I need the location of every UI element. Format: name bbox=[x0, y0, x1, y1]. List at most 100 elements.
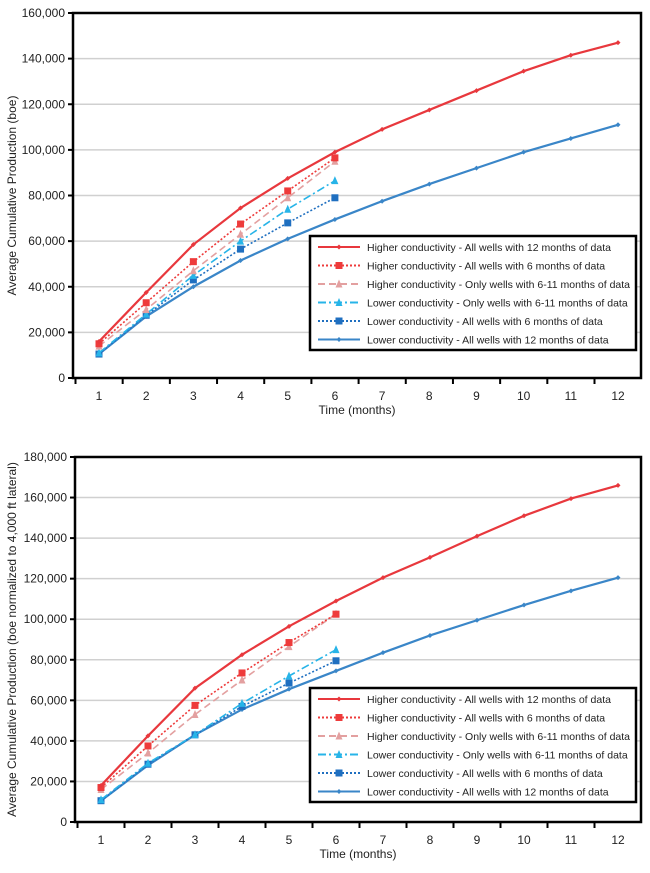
series bbox=[95, 156, 339, 350]
y-tick-label: 120,000 bbox=[22, 97, 66, 111]
y-tick-label: 180,000 bbox=[24, 450, 68, 464]
data-point bbox=[189, 276, 197, 284]
x-tick-label: 7 bbox=[379, 389, 386, 403]
data-point bbox=[238, 675, 246, 684]
data-point bbox=[380, 575, 386, 581]
y-tick-label: 40,000 bbox=[30, 734, 67, 748]
data-point bbox=[97, 795, 105, 804]
y-tick-label: 100,000 bbox=[22, 143, 66, 157]
y-tick-label: 20,000 bbox=[30, 774, 67, 788]
plot-frame bbox=[73, 455, 643, 824]
legend-label: Higher conductivity - Only wells with 6-… bbox=[367, 731, 630, 743]
x-tick-label: 4 bbox=[239, 833, 246, 847]
data-point bbox=[285, 236, 291, 242]
series-line bbox=[100, 613, 337, 789]
data-point bbox=[521, 149, 527, 155]
x-tick-label: 1 bbox=[98, 833, 105, 847]
legend-label: Lower conductivity - Only wells with 6-1… bbox=[367, 298, 628, 310]
data-point bbox=[237, 220, 245, 228]
y-tick-label: 80,000 bbox=[30, 653, 67, 667]
plot-frame bbox=[71, 11, 643, 380]
data-point bbox=[284, 219, 292, 227]
data-point bbox=[98, 783, 104, 788]
data-point bbox=[96, 339, 102, 344]
series-line bbox=[98, 197, 336, 355]
y-tick-label: 100,000 bbox=[24, 612, 68, 626]
series-line bbox=[98, 179, 336, 354]
x-tick-label: 9 bbox=[474, 833, 481, 847]
data-point bbox=[145, 733, 151, 739]
data-point bbox=[284, 187, 292, 195]
data-point bbox=[238, 669, 246, 677]
data-point bbox=[473, 88, 479, 94]
data-point bbox=[189, 266, 197, 275]
data-point bbox=[238, 258, 244, 264]
data-point bbox=[285, 642, 293, 651]
data-point bbox=[285, 175, 291, 181]
legend-label: Higher conductivity - All wells with 6 m… bbox=[367, 713, 605, 725]
data-point bbox=[474, 533, 480, 539]
data-point bbox=[144, 758, 152, 767]
legend-marker bbox=[335, 279, 343, 288]
data-point bbox=[237, 236, 245, 245]
data-point bbox=[189, 270, 197, 279]
y-axis-label: Average Cumulative Production (boe norma… bbox=[5, 462, 19, 817]
legend-marker bbox=[335, 317, 343, 325]
legend-marker bbox=[336, 244, 342, 250]
legend-label: Higher conductivity - All wells with 6 m… bbox=[367, 261, 605, 273]
series bbox=[95, 176, 339, 357]
chart-2: 0 20,000 40,000 60,000 80,000 100,000 120,000 1… bbox=[5, 450, 643, 861]
series-line bbox=[100, 613, 337, 791]
data-point bbox=[331, 194, 339, 202]
chart-1: 0 20,000 40,000 60,000 80,000 100,000 120,000 1… bbox=[5, 6, 643, 417]
legend-label: Lower conductivity - All wells with 12 m… bbox=[367, 787, 609, 799]
legend-marker bbox=[335, 731, 343, 740]
x-tick-label: 10 bbox=[517, 833, 531, 847]
data-point bbox=[568, 496, 574, 502]
data-point bbox=[615, 482, 621, 488]
x-tick-label: 3 bbox=[190, 389, 197, 403]
legend-marker bbox=[336, 696, 342, 702]
data-point bbox=[474, 617, 480, 623]
x-tick-label: 8 bbox=[426, 389, 433, 403]
legend-marker bbox=[335, 298, 343, 306]
x-tick-label: 5 bbox=[286, 833, 293, 847]
data-point bbox=[380, 650, 386, 656]
data-point bbox=[615, 40, 621, 46]
y-tick-label: 160,000 bbox=[24, 491, 68, 505]
data-point bbox=[192, 685, 198, 691]
legend-marker bbox=[335, 769, 343, 777]
legend: Higher conductivity - All wells with 12 … bbox=[308, 234, 638, 352]
legend-marker bbox=[336, 337, 342, 342]
series-line bbox=[98, 160, 336, 347]
legend-label: Lower conductivity - Only wells with 6-1… bbox=[367, 750, 628, 762]
data-point bbox=[615, 575, 621, 581]
data-point bbox=[238, 205, 244, 211]
series bbox=[97, 609, 340, 794]
data-point bbox=[332, 149, 338, 155]
data-point bbox=[332, 645, 340, 654]
series-line bbox=[100, 648, 337, 801]
x-tick-label: 11 bbox=[565, 833, 578, 847]
data-point bbox=[238, 698, 246, 707]
legend-label: Lower conductivity - All wells with 6 mo… bbox=[367, 768, 603, 780]
series bbox=[96, 40, 621, 344]
legend-label: Higher conductivity - All wells with 12 … bbox=[367, 242, 611, 254]
legend-marker bbox=[335, 750, 343, 758]
data-point bbox=[95, 348, 103, 357]
data-point bbox=[521, 513, 527, 519]
y-axis-label: Average Cumulative Production (boe) bbox=[5, 96, 19, 296]
series bbox=[97, 645, 340, 804]
x-tick-label: 8 bbox=[427, 833, 434, 847]
x-tick-label: 2 bbox=[145, 833, 152, 847]
y-tick-label: 0 bbox=[60, 815, 67, 829]
data-point bbox=[144, 748, 152, 757]
data-point bbox=[189, 258, 197, 266]
data-point bbox=[142, 305, 150, 314]
legend-marker bbox=[336, 789, 342, 794]
y-tick-label: 20,000 bbox=[28, 325, 65, 339]
data-point bbox=[615, 122, 621, 128]
data-point bbox=[143, 289, 149, 295]
series bbox=[98, 482, 621, 788]
